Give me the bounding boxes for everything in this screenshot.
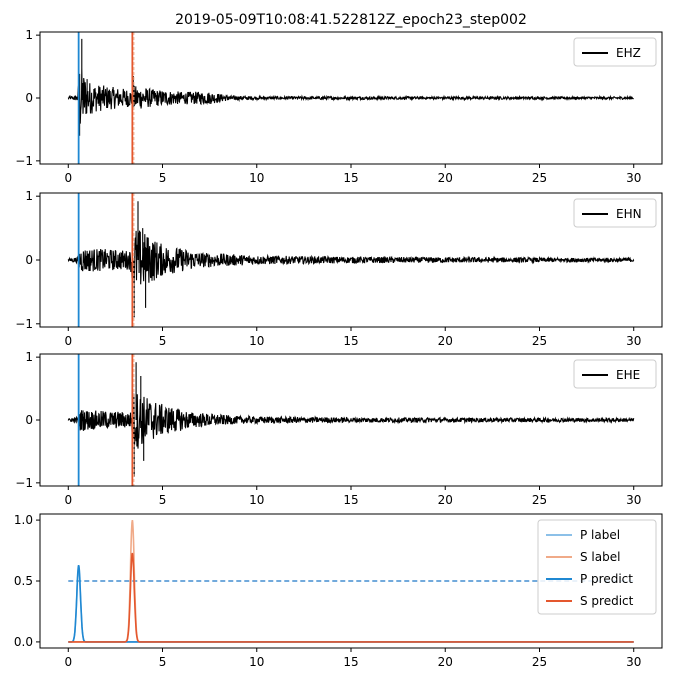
y-tick-label: 0 — [25, 253, 33, 267]
x-tick-label: 0 — [64, 655, 72, 669]
legend-label: P label — [580, 528, 620, 542]
x-tick-label: 10 — [249, 493, 264, 507]
x-tick-label: 5 — [159, 655, 167, 669]
x-tick-label: 20 — [438, 655, 453, 669]
legend-label: P predict — [580, 572, 633, 586]
y-tick-label: −1 — [15, 476, 33, 490]
legend: EHZ — [573, 37, 657, 67]
x-tick-label: 10 — [249, 334, 264, 348]
plot-area — [67, 32, 634, 164]
legend-box — [573, 198, 657, 228]
x-tick-label: 15 — [343, 493, 358, 507]
x-tick-label: 20 — [438, 171, 453, 185]
x-tick-label: 0 — [64, 334, 72, 348]
x-tick-label: 30 — [626, 493, 641, 507]
y-tick-label: 0 — [25, 413, 33, 427]
x-tick-label: 15 — [343, 171, 358, 185]
x-tick-label: 10 — [249, 171, 264, 185]
y-tick-label: −1 — [15, 317, 33, 331]
x-tick-label: 5 — [159, 493, 167, 507]
y-tick-label: 1 — [25, 350, 33, 364]
panel-2: 0 5 10 15 20 25 30 −1 0 1 EHN — [15, 189, 663, 348]
legend: P label S label P predict S predict — [537, 519, 657, 615]
panel-3: 0 5 10 15 20 25 30 −1 0 1 EHE — [15, 350, 663, 507]
x-tick-label: 20 — [438, 493, 453, 507]
legend-label: EHE — [616, 368, 640, 382]
plot-area — [68, 519, 634, 643]
x-tick-label: 5 — [159, 334, 167, 348]
plot-area — [67, 354, 635, 486]
x-tick-label: 25 — [532, 171, 547, 185]
x-tick-label: 0 — [64, 171, 72, 185]
legend-box — [573, 37, 657, 67]
x-tick-label: 30 — [626, 171, 641, 185]
x-tick-label: 15 — [343, 334, 358, 348]
x-tick-label: 15 — [343, 655, 358, 669]
s-predict-line — [68, 552, 634, 643]
x-tick-label: 30 — [626, 334, 641, 348]
waveform-trace — [67, 362, 635, 477]
legend-box — [573, 359, 657, 389]
x-tick-label: 25 — [532, 334, 547, 348]
y-tick-label: −1 — [15, 154, 33, 168]
y-tick-label: 1 — [25, 189, 33, 203]
legend: EHE — [573, 359, 657, 389]
legend-box — [537, 519, 657, 615]
legend-label: EHZ — [616, 46, 641, 60]
x-tick-label: 25 — [532, 493, 547, 507]
legend-label: EHN — [616, 207, 642, 221]
x-tick-label: 20 — [438, 334, 453, 348]
panel-1: 0 5 10 15 20 25 30 −1 0 1 EHZ — [15, 28, 663, 185]
y-tick-label: 0 — [25, 91, 33, 105]
panel-4: 0 5 10 15 20 25 30 0.0 0.5 1.0 P label S label P pre… — [14, 513, 663, 669]
legend-label: S predict — [580, 594, 634, 608]
x-tick-label: 10 — [249, 655, 264, 669]
y-tick-label: 1 — [25, 28, 33, 42]
x-tick-label: 30 — [626, 655, 641, 669]
plot-area — [67, 193, 635, 327]
chart-title: 2019-05-09T10:08:41.522812Z_epoch23_step… — [175, 12, 527, 28]
y-tick-label: 0.5 — [14, 574, 33, 588]
waveform-trace — [67, 201, 635, 318]
y-tick-label: 1.0 — [14, 513, 33, 527]
legend-label: S label — [580, 550, 620, 564]
y-tick-label: 0.0 — [14, 635, 33, 649]
x-tick-label: 25 — [532, 655, 547, 669]
x-tick-label: 0 — [64, 493, 72, 507]
legend: EHN — [573, 198, 657, 228]
waveform-trace — [67, 38, 634, 136]
x-tick-label: 5 — [159, 171, 167, 185]
